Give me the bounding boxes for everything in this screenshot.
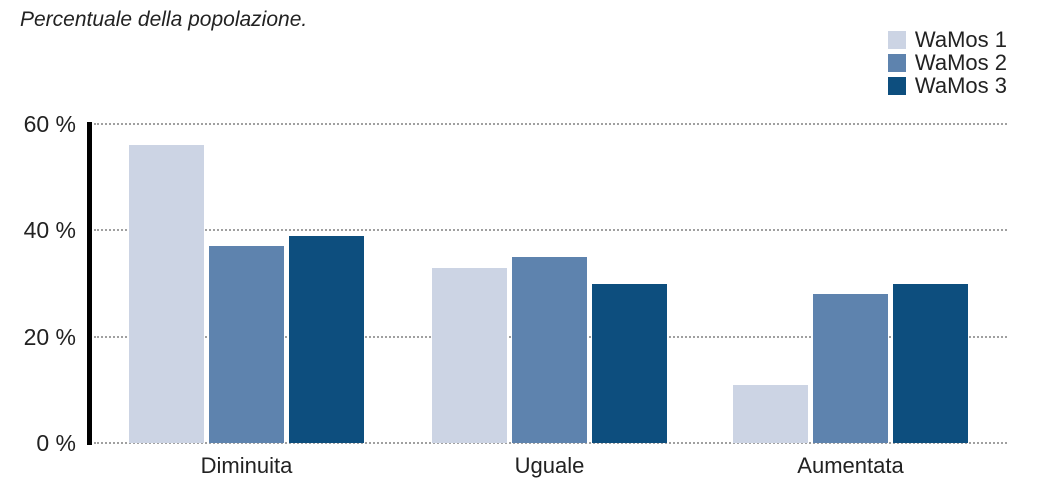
legend-label-wamos-3: WaMos 3	[914, 73, 1007, 98]
x-label-uguale: Uguale	[514, 453, 585, 478]
bar-wamos-3-uguale	[592, 283, 667, 443]
legend-label-wamos-2: WaMos 2	[914, 50, 1007, 75]
gridline-60	[94, 123, 1007, 125]
bar-wamos-2-uguale	[512, 256, 587, 443]
bar-wamos-2-aumentata	[813, 294, 888, 443]
y-tick-label-60: 60 %	[23, 111, 76, 137]
x-label-aumentata: Aumentata	[797, 453, 904, 478]
y-axis-line	[87, 122, 92, 445]
bar-wamos-1-diminuita	[129, 145, 204, 443]
legend-label-wamos-1: WaMos 1	[914, 27, 1007, 52]
legend-swatch-wamos-2	[887, 54, 906, 72]
legend: WaMos 1 WaMos 2 WaMos 3	[887, 27, 1007, 100]
legend-item-wamos-2: WaMos 2	[887, 50, 1007, 75]
legend-swatch-wamos-3	[887, 77, 906, 95]
x-label-diminuita: Diminuita	[200, 453, 293, 478]
chart-title: Percentuale della popolazione.	[20, 8, 308, 31]
legend-item-wamos-3: WaMos 3	[887, 73, 1007, 98]
gridline-40	[94, 229, 1007, 232]
bar-wamos-3-diminuita	[289, 235, 364, 443]
y-tick-label-0: 0 %	[36, 430, 76, 456]
bar-wamos-3-aumentata	[893, 283, 968, 443]
y-tick-label-40: 40 %	[23, 217, 76, 244]
bar-wamos-2-diminuita	[209, 246, 284, 443]
y-tick-label-20: 20 %	[23, 323, 76, 350]
bar-wamos-1-uguale	[432, 267, 507, 443]
gridline-0	[94, 442, 1007, 444]
legend-swatch-wamos-1	[887, 31, 906, 49]
legend-item-wamos-1: WaMos 1	[887, 27, 1007, 52]
bar-wamos-1-aumentata	[733, 384, 808, 443]
